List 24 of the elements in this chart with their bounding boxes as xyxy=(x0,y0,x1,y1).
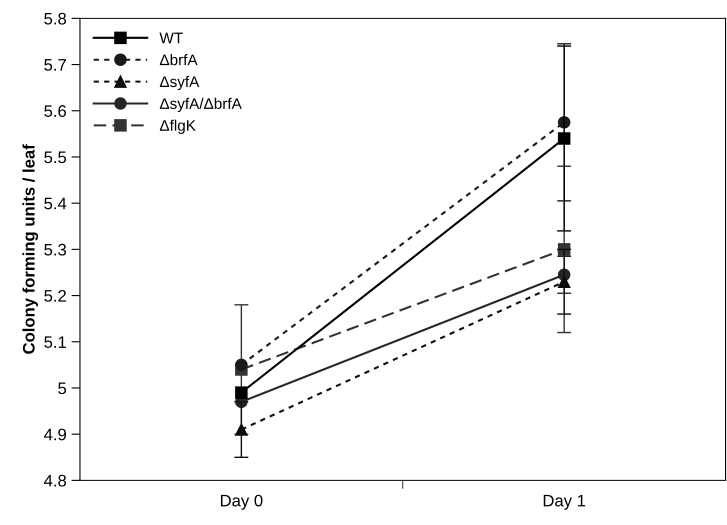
legend-label: WT xyxy=(159,32,183,44)
x-tick-label: Day 1 xyxy=(544,494,586,510)
y-tick-label: 5.8 xyxy=(44,12,66,25)
x-tick-label: Day 0 xyxy=(220,494,262,510)
y-tick-label: 5.2 xyxy=(44,290,66,302)
y-axis-title: Colony forming units / leaf xyxy=(22,144,38,354)
y-tick-label: 5.6 xyxy=(44,105,66,117)
point xyxy=(558,275,570,288)
y-tick-label: 5.5 xyxy=(44,152,66,164)
point xyxy=(235,386,248,399)
legend-label: ΔsyfA/ΔbrfA xyxy=(160,98,242,112)
legend-label: ΔsyfA xyxy=(160,76,200,90)
y-tick-label: 5.7 xyxy=(44,59,66,71)
y-tick-label: 5.3 xyxy=(44,244,66,256)
legend-label: ΔflgK xyxy=(160,120,196,134)
point xyxy=(558,132,570,145)
point xyxy=(235,423,248,436)
y-tick-label: 4.9 xyxy=(44,428,66,440)
y-tick-label: 5 xyxy=(58,382,66,394)
y-tick-label: 4.8 xyxy=(44,474,66,487)
y-tick-label: 5.1 xyxy=(44,336,66,348)
legend-label: ΔbrfA xyxy=(160,54,198,66)
y-tick-label: 5.4 xyxy=(44,198,66,210)
point xyxy=(235,358,248,372)
